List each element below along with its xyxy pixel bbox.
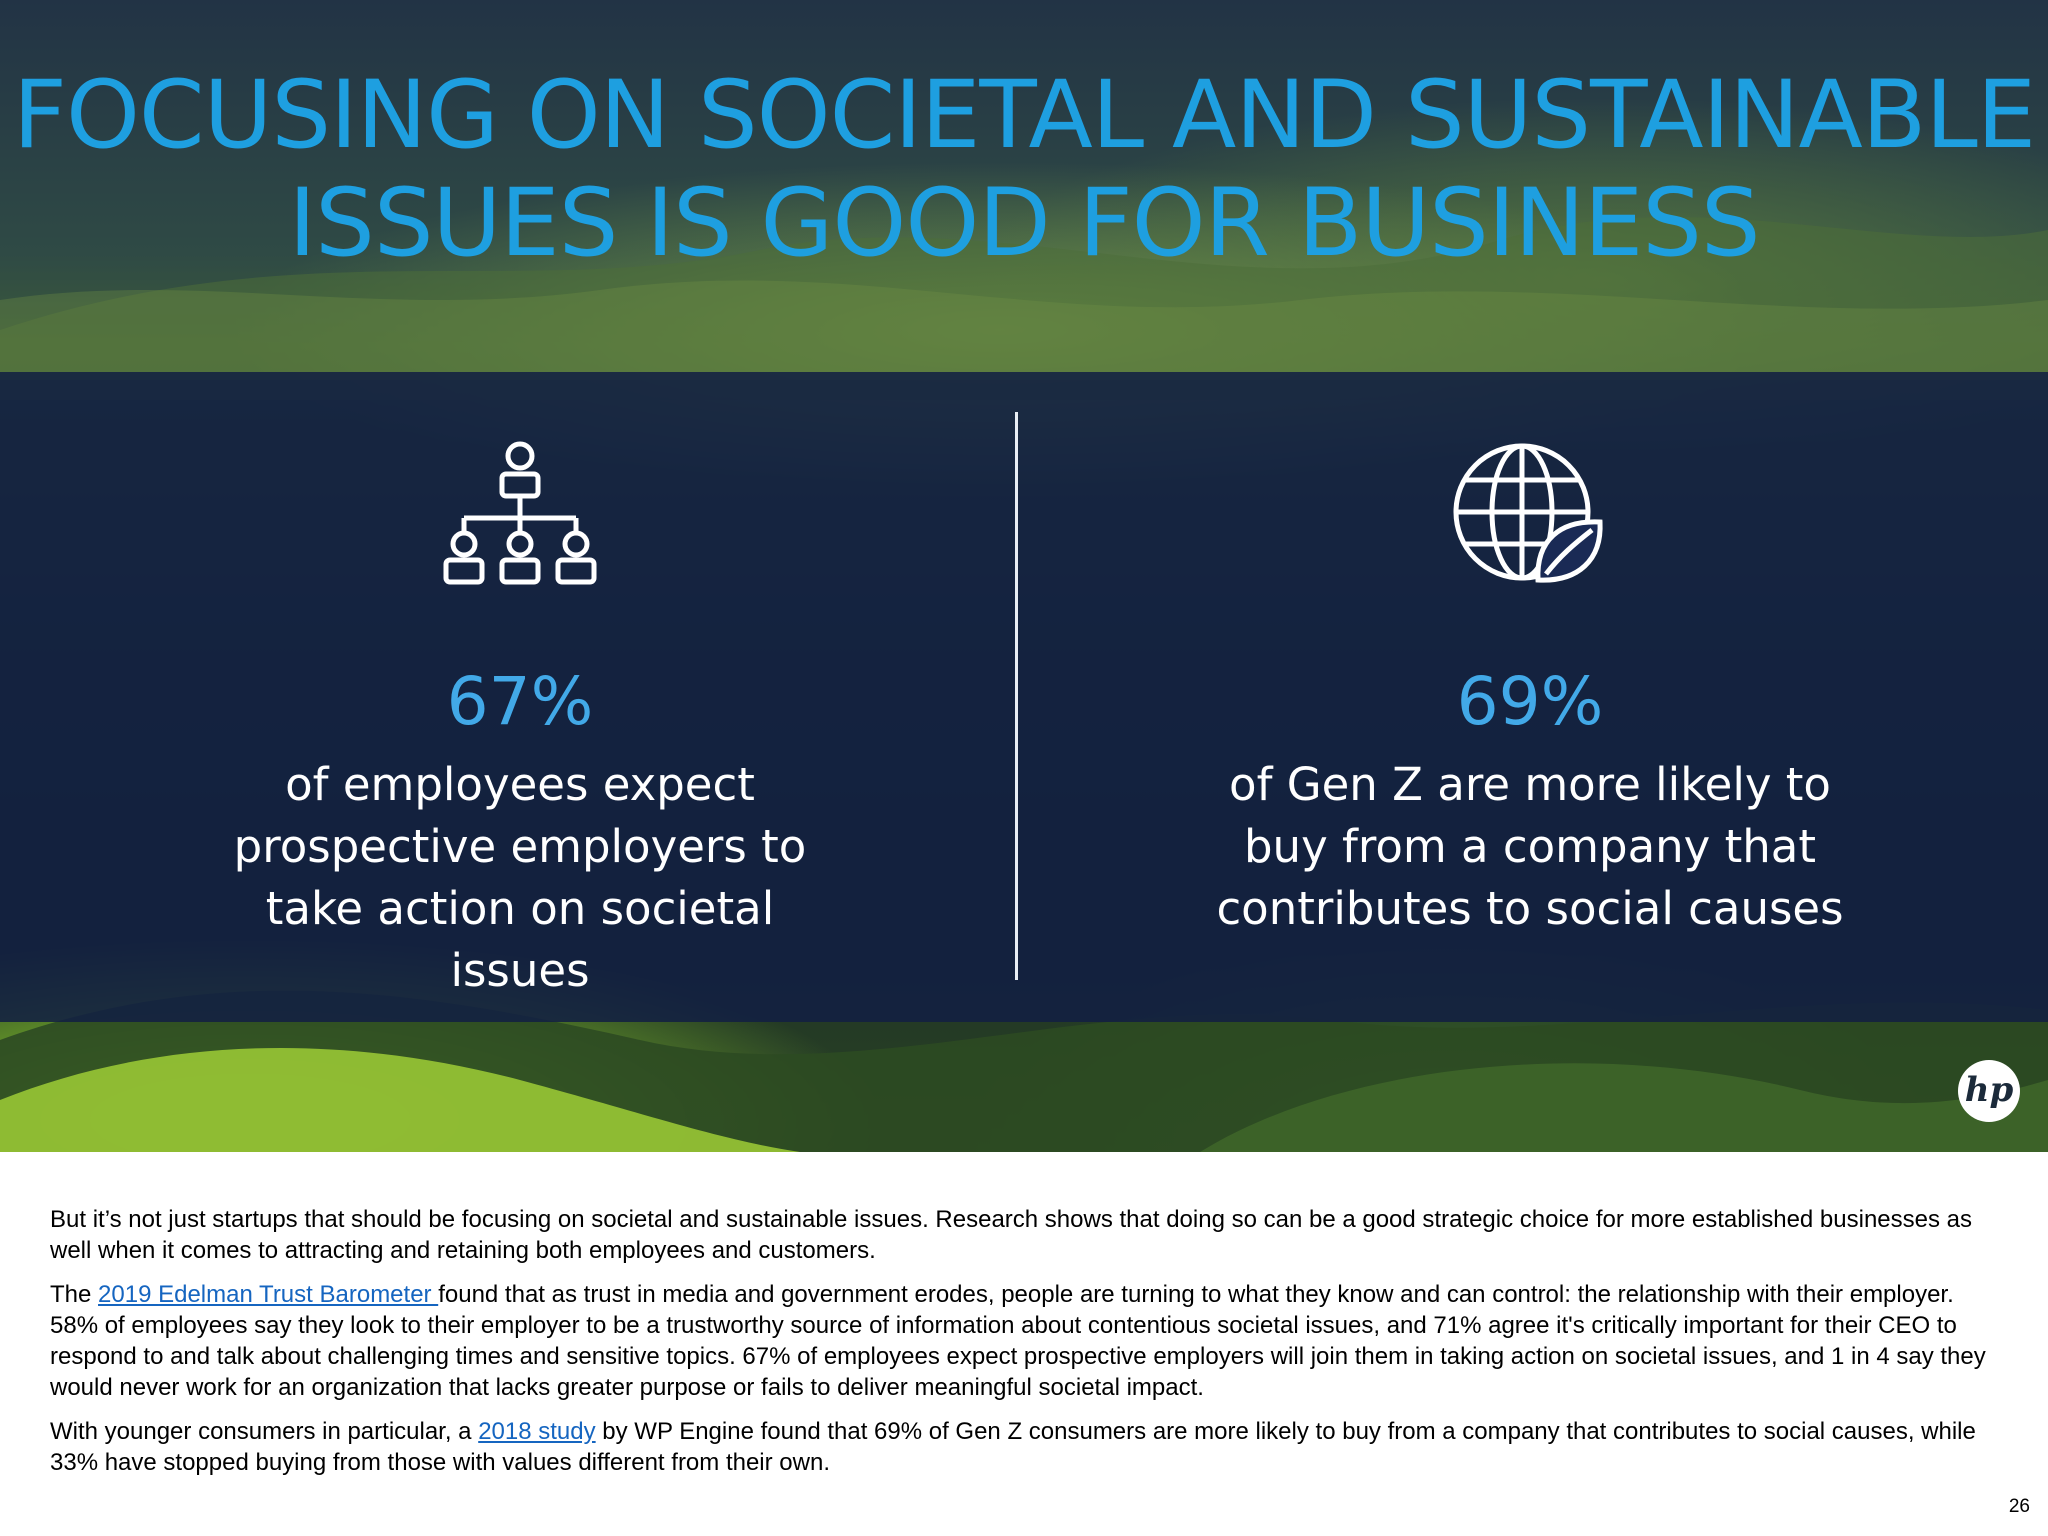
article-paragraph-3: With younger consumers in particular, a … [50, 1416, 2000, 1478]
article-paragraph-2: The 2019 Edelman Trust Barometer found t… [50, 1279, 2000, 1403]
green-hills-background [0, 217, 2048, 1152]
edelman-trust-barometer-link[interactable]: 2019 Edelman Trust Barometer [98, 1281, 439, 1308]
slide-title-line-2: ISSUES IS GOOD FOR BUSINESS [288, 169, 1760, 278]
globe-leaf-icon [1453, 443, 1603, 583]
stats-divider [1015, 412, 1018, 980]
paragraph-text: With younger consumers in particular, a [50, 1418, 479, 1445]
article-body: But it’s not just startups that should b… [50, 1204, 2000, 1491]
slide-title: FOCUSING ON SOCIETAL AND SUSTAINABLE ISS… [0, 62, 2048, 278]
paragraph-text: The [50, 1281, 99, 1308]
org-chart-icon [443, 441, 597, 585]
hp-logo: hp [1958, 1060, 2020, 1122]
paragraph-text: found that as trust in media and governm… [50, 1281, 1986, 1401]
article-paragraph-1: But it’s not just startups that should b… [50, 1206, 1973, 1264]
slide-title-line-1: FOCUSING ON SOCIETAL AND SUSTAINABLE [12, 61, 2036, 170]
stat-value: 67% [446, 663, 594, 740]
paragraph-text: by WP Engine found that 69% of Gen Z con… [50, 1418, 1976, 1476]
stat-description: of employees expect prospective employer… [233, 758, 807, 997]
wp-engine-study-link[interactable]: 2018 study [478, 1418, 596, 1445]
stat-gen-z: 69% of Gen Z are more likely to buy from… [1030, 440, 2030, 940]
stat-description: of Gen Z are more likely to buy from a c… [1216, 758, 1844, 935]
stats-band [0, 372, 2048, 1022]
hero-image: FOCUSING ON SOCIETAL AND SUSTAINABLE ISS… [0, 0, 2048, 1152]
page-number: 26 [2008, 1496, 2030, 1517]
stat-value: 69% [1456, 663, 1604, 740]
stat-employees: 67% of employees expect prospective empl… [20, 440, 1020, 1002]
